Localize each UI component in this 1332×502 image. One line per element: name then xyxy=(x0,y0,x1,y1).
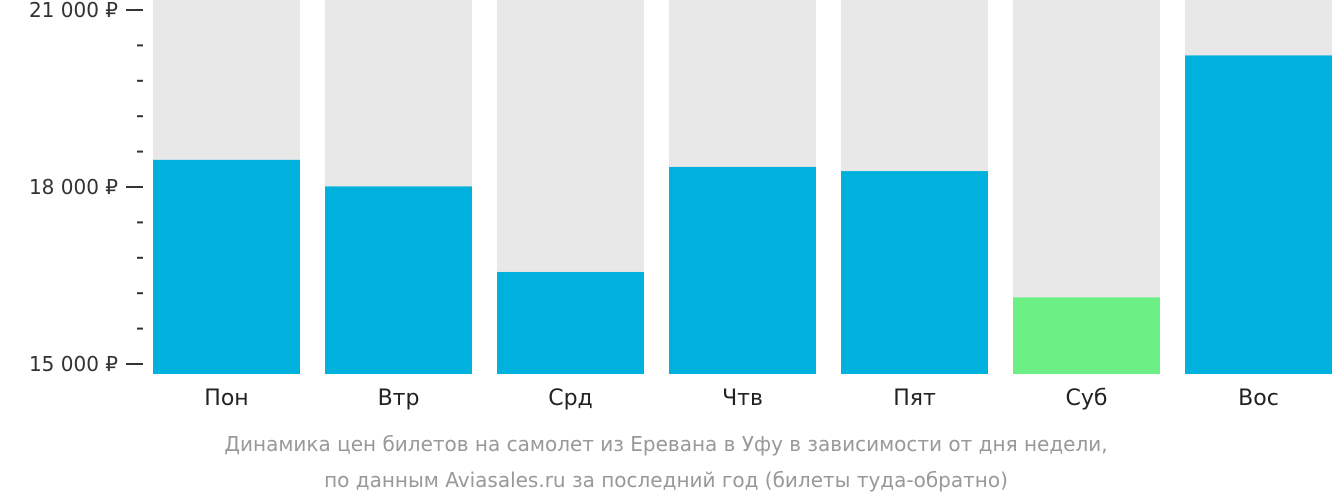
chart-caption-line-1: Динамика цен билетов на самолет из Ерева… xyxy=(224,432,1108,456)
chart-caption-line-2: по данным Aviasales.ru за последний год … xyxy=(324,468,1008,492)
x-tick-label: Срд xyxy=(548,386,593,411)
y-tick-label: 18 000 ₽ xyxy=(29,175,118,199)
price-chart: Пон Втр Срд Чтв Пят Суб Вос 21 000 ₽ 18 000 ₽ 15 … xyxy=(29,0,1332,411)
bar xyxy=(153,159,300,374)
bar xyxy=(325,186,472,374)
x-tick-label: Чтв xyxy=(722,386,763,411)
bar xyxy=(1013,297,1160,374)
bar xyxy=(1185,55,1332,375)
bar xyxy=(841,171,988,374)
y-tick-label: 15 000 ₽ xyxy=(29,352,118,376)
x-tick-label: Втр xyxy=(378,386,420,411)
x-tick-label: Суб xyxy=(1066,386,1108,411)
bar xyxy=(669,166,816,374)
x-tick-label: Пон xyxy=(204,386,248,411)
x-tick-label: Пят xyxy=(893,386,936,411)
y-tick-label: 21 000 ₽ xyxy=(29,0,118,22)
bar xyxy=(497,271,644,374)
x-tick-label: Вос xyxy=(1238,386,1279,411)
